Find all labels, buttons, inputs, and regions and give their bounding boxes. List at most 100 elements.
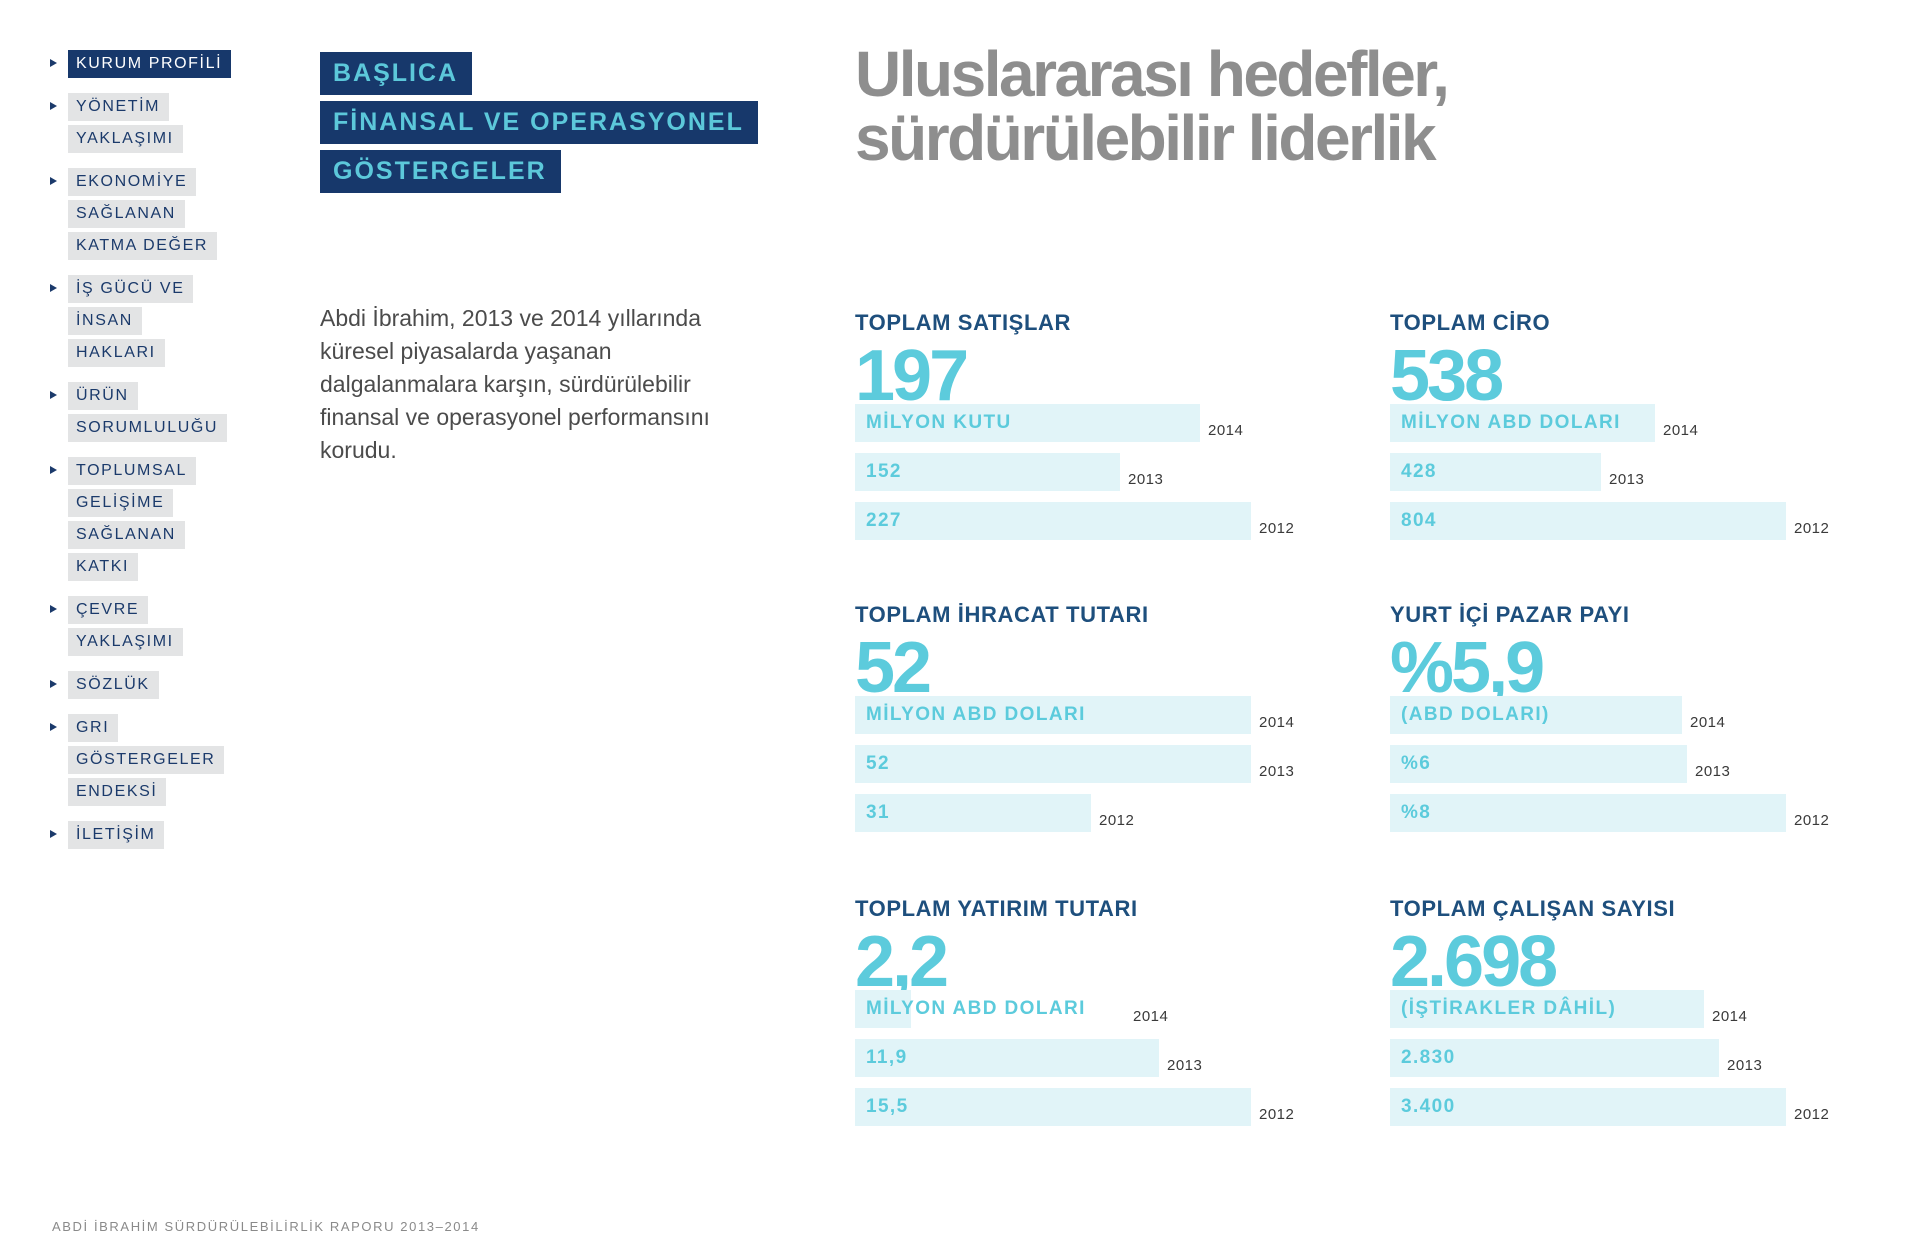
bar-value: MİLYON ABD DOLARI — [866, 998, 1086, 1019]
bar-fill — [1390, 745, 1687, 783]
bar-year: 2014 — [1208, 422, 1244, 439]
metric-label: TOPLAM ÇALIŞAN SAYISI — [1390, 896, 1676, 921]
metric-label: TOPLAM YATIRIM TUTARI — [855, 896, 1138, 921]
nav-item-ekonomiye-katma-deger[interactable]: EKONOMİYE SAĞLANAN KATMA DEĞER — [50, 168, 250, 260]
metric-value: %5,9 — [1390, 628, 1545, 708]
bar-fill — [855, 1088, 1251, 1126]
metric-value: 52 — [855, 628, 932, 708]
bar-year: 2012 — [1259, 1106, 1295, 1123]
bar-fill — [855, 794, 1091, 832]
bar-year: 2012 — [1259, 520, 1295, 537]
bar-year: 2013 — [1695, 763, 1731, 780]
bar-value: (İŞTİRAKLER DÂHİL) — [1401, 998, 1617, 1019]
nav-arrow-icon — [50, 391, 57, 399]
nav-arrow-icon — [50, 102, 57, 110]
bar-year: 2013 — [1128, 471, 1164, 488]
bar-fill — [1390, 404, 1655, 442]
section-heading: BAŞLICA FİNANSAL VE OPERASYONEL GÖSTERGE… — [320, 52, 758, 199]
nav-item-toplumsal-gelisim[interactable]: TOPLUMSAL GELİŞİME SAĞLANAN KATKI — [50, 457, 250, 581]
metric-value: 2.698 — [1390, 922, 1558, 1002]
nav-item-label: İNSAN — [68, 307, 142, 335]
metric-label: TOPLAM CİRO — [1390, 310, 1551, 335]
bar-year: 2012 — [1099, 812, 1135, 829]
bar-row-2013: 2.830 2013 — [1390, 1039, 1920, 1077]
bar-row-2013: 152 2013 — [855, 453, 1395, 491]
nav-item-label: ÇEVRE — [68, 596, 149, 624]
bar-row-2014: MİLYON ABD DOLARI 2014 — [1390, 404, 1920, 442]
bar-year: 2014 — [1663, 422, 1699, 439]
nav-item-label: SAĞLANAN — [68, 200, 185, 228]
bar-year: 2013 — [1609, 471, 1645, 488]
nav-item-label: İŞ GÜCÜ VE — [68, 275, 194, 303]
bar-value: MİLYON ABD DOLARI — [1401, 412, 1621, 433]
nav-item-label: HAKLARI — [68, 339, 165, 367]
nav-item-label: SAĞLANAN — [68, 521, 185, 549]
nav-arrow-icon — [50, 59, 57, 67]
bar-fill — [1390, 990, 1704, 1028]
metric-total-employees: TOPLAM ÇALIŞAN SAYISI 2.698 (İŞTİRAKLER DÂ… — [1390, 892, 1920, 1152]
bar-row-2013: 428 2013 — [1390, 453, 1920, 491]
nav-item-is-gucu-insan-haklari[interactable]: İŞ GÜCÜ VE İNSAN HAKLARI — [50, 275, 250, 367]
bar-row-2012: 3.400 2012 — [1390, 1088, 1920, 1126]
metric-domestic-market-share: YURT İÇİ PAZAR PAYI %5,9 (ABD DOLARI) 2014%… — [1390, 598, 1920, 858]
bar-row-2014: MİLYON ABD DOLARI 2014 — [855, 696, 1395, 734]
nav-item-label: EKONOMİYE — [68, 168, 197, 196]
bar-value: MİLYON ABD DOLARI — [866, 704, 1086, 725]
page-title: Uluslararası hedefler, sürdürülebilir li… — [855, 42, 1605, 170]
bar-value: 804 — [1401, 510, 1437, 531]
nav-item-sozluk[interactable]: SÖZLÜK — [50, 671, 250, 699]
bar-value: %8 — [1401, 802, 1432, 823]
nav-item-label: SORUMLULUĞU — [68, 414, 228, 442]
bar-fill — [855, 1039, 1159, 1077]
page-title-line: sürdürülebilir liderlik — [855, 102, 1437, 174]
nav-item-gri-endeksi[interactable]: GRI GÖSTERGELER ENDEKSİ — [50, 714, 250, 806]
bar-row-2012: 15,5 2012 — [855, 1088, 1395, 1126]
bar-value: (ABD DOLARI) — [1401, 704, 1550, 725]
bar-row-2013: 11,9 2013 — [855, 1039, 1395, 1077]
bar-fill — [855, 453, 1120, 491]
metric-label: TOPLAM SATIŞLAR — [855, 310, 1071, 335]
nav-arrow-icon — [50, 177, 57, 185]
bar-value: 3.400 — [1401, 1096, 1456, 1117]
metric-label: YURT İÇİ PAZAR PAYI — [1390, 602, 1630, 627]
metric-value: 197 — [855, 336, 969, 416]
bar-year: 2013 — [1167, 1057, 1203, 1074]
nav-item-label: GRI — [68, 714, 119, 742]
bar-value: MİLYON KUTU — [866, 412, 1012, 433]
nav-item-label: İLETİŞİM — [68, 821, 165, 849]
metric-value: 538 — [1390, 336, 1504, 416]
bar-value: 2.830 — [1401, 1047, 1456, 1068]
nav-item-kurum-profili[interactable]: KURUM PROFİLİ — [50, 50, 250, 78]
bar-row-2012: %8 2012 — [1390, 794, 1920, 832]
nav-arrow-icon — [50, 723, 57, 731]
nav-item-iletisim[interactable]: İLETİŞİM — [50, 821, 250, 849]
nav-item-label: TOPLUMSAL — [68, 457, 197, 485]
nav-item-label: YAKLAŞIMI — [68, 628, 183, 656]
bar-row-2014: (ABD DOLARI) 2014 — [1390, 696, 1920, 734]
bar-fill — [855, 745, 1251, 783]
bar-row-2013: 52 2013 — [855, 745, 1395, 783]
heading-line: FİNANSAL VE OPERASYONEL — [320, 101, 758, 144]
nav-item-urun-sorumlulugu[interactable]: ÜRÜN SORUMLULUĞU — [50, 382, 250, 442]
bar-value: 15,5 — [866, 1096, 909, 1117]
bar-fill — [1390, 502, 1786, 540]
nav-item-yonetim-yaklasimi[interactable]: YÖNETİM YAKLAŞIMI — [50, 93, 250, 153]
bar-value: %6 — [1401, 753, 1432, 774]
intro-paragraph: Abdi İbrahim, 2013 ve 2014 yıllarında kü… — [320, 305, 710, 463]
sidebar-nav: KURUM PROFİLİ YÖNETİM YAKLAŞIMI EKONOMİY… — [50, 50, 250, 864]
bar-value: 227 — [866, 510, 902, 531]
bar-fill — [855, 990, 911, 1028]
heading-line: BAŞLICA — [320, 52, 473, 95]
bar-value: 11,9 — [866, 1047, 908, 1068]
bar-fill — [1390, 696, 1682, 734]
nav-item-label: ÜRÜN — [68, 382, 138, 410]
nav-arrow-icon — [50, 605, 57, 613]
nav-item-label: SÖZLÜK — [68, 671, 159, 699]
bar-year: 2013 — [1259, 763, 1295, 780]
nav-arrow-icon — [50, 830, 57, 838]
bar-year: 2012 — [1794, 520, 1830, 537]
nav-item-cevre-yaklasimi[interactable]: ÇEVRE YAKLAŞIMI — [50, 596, 250, 656]
metric-total-investment: TOPLAM YATIRIM TUTARI 2,2 MİLYON ABD DOLAR… — [855, 892, 1395, 1152]
bar-row-2014: MİLYON ABD DOLARI 2014 — [855, 990, 1395, 1028]
bar-year: 2014 — [1133, 1008, 1169, 1025]
